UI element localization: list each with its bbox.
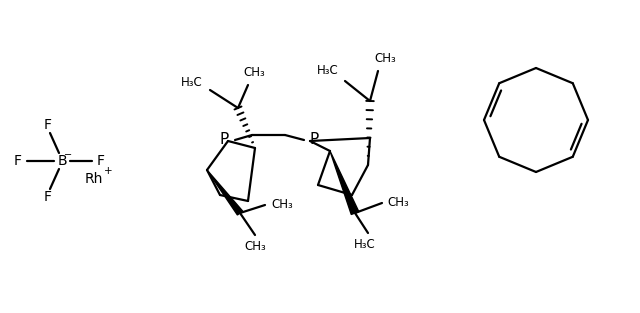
Text: CH₃: CH₃ xyxy=(271,198,293,212)
Text: P: P xyxy=(220,131,228,146)
Text: Rh: Rh xyxy=(85,172,103,186)
Text: CH₃: CH₃ xyxy=(387,197,409,209)
Text: F: F xyxy=(44,190,52,204)
Text: H₃C: H₃C xyxy=(317,64,339,78)
Text: −: − xyxy=(64,150,72,160)
Text: CH₃: CH₃ xyxy=(243,66,265,80)
Text: B: B xyxy=(57,154,67,168)
Text: P: P xyxy=(309,131,319,146)
Polygon shape xyxy=(207,170,243,215)
Text: H₃C: H₃C xyxy=(181,76,203,90)
Text: F: F xyxy=(44,118,52,132)
Polygon shape xyxy=(330,151,359,214)
Text: F: F xyxy=(97,154,105,168)
Text: CH₃: CH₃ xyxy=(244,239,266,253)
Text: F: F xyxy=(14,154,22,168)
Text: +: + xyxy=(104,166,112,176)
Text: CH₃: CH₃ xyxy=(374,52,396,64)
Text: H₃C: H₃C xyxy=(354,238,376,250)
